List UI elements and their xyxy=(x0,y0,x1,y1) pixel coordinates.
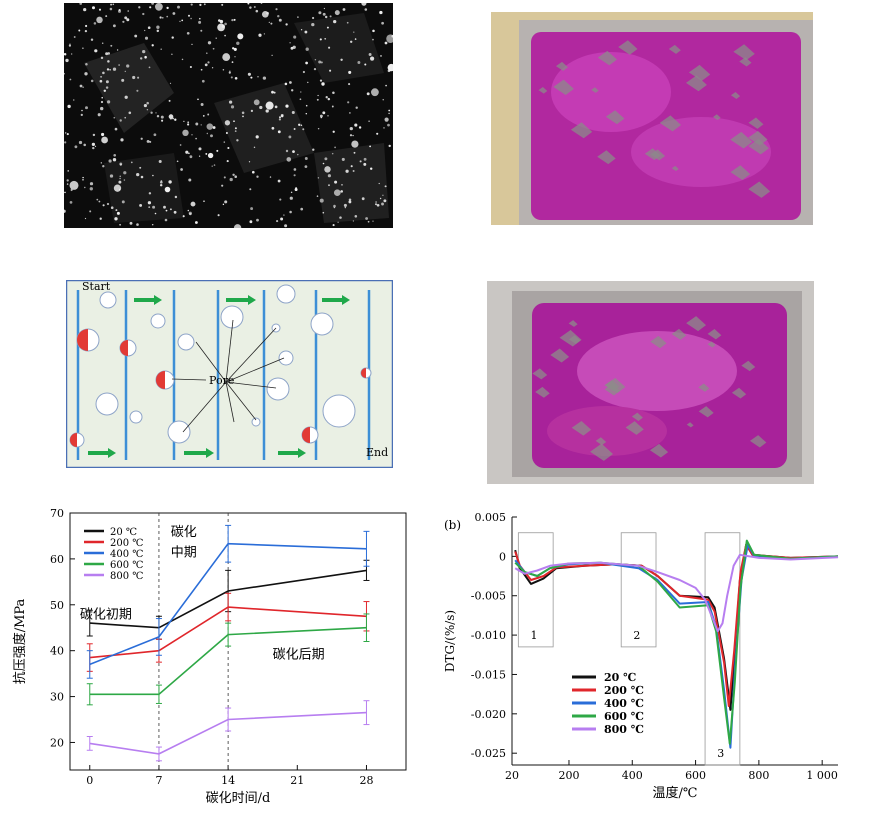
carbonated-pore-fill xyxy=(77,329,88,351)
y-tick-label: 0.005 xyxy=(475,511,507,524)
y-tick-label: 40 xyxy=(50,645,64,658)
carbonated-pore-fill xyxy=(70,433,77,447)
phenolphthalein-photo-bottom xyxy=(487,281,814,484)
stage-annotation: 碳化初期 xyxy=(80,608,132,623)
phenolphthalein-photo-top xyxy=(491,12,813,225)
legend-label: 600 ℃ xyxy=(604,710,644,723)
x-tick-label: 400 xyxy=(622,769,643,782)
legend-label: 600 ℃ xyxy=(110,560,143,571)
pore-diagram-svg: Start End Pore xyxy=(66,280,393,468)
x-tick-label: 14 xyxy=(221,774,235,787)
pore-circle xyxy=(99,291,117,309)
pore-circle xyxy=(322,394,356,428)
y-tick-label: -0.020 xyxy=(471,708,506,721)
legend-label: 20 ℃ xyxy=(604,671,636,684)
series-line xyxy=(89,606,367,659)
plot-frame xyxy=(69,512,407,771)
series-line xyxy=(514,553,839,633)
pore-photo-dark xyxy=(64,3,393,228)
series-line xyxy=(89,626,367,696)
x-tick-label: 28 xyxy=(359,774,373,787)
pore-circle xyxy=(167,420,191,444)
diagram-start-label: Start xyxy=(82,280,111,293)
x-tick-label: 21 xyxy=(290,774,304,787)
legend-label: 200 ℃ xyxy=(604,684,644,697)
x-tick-label: 1 000 xyxy=(806,769,838,782)
y-tick-label: 20 xyxy=(50,736,64,749)
pore-circle xyxy=(310,312,334,336)
diagram-pore-label: Pore xyxy=(209,374,234,387)
pore-photo-dark-svg xyxy=(64,3,393,228)
strength-chart: 0 7 14 21 28 20 30 40 50 60 70 20 ℃ 200 ℃ 400 ℃ 600 ℃ 8… xyxy=(8,505,418,810)
carbonated-pore-fill xyxy=(361,368,366,378)
region-box xyxy=(620,532,657,648)
pore-circle xyxy=(129,410,143,424)
x-tick-label: 7 xyxy=(155,774,162,787)
y-tick-label: 50 xyxy=(50,599,64,612)
region-box xyxy=(704,532,741,766)
y-tick-label: 60 xyxy=(50,553,64,566)
legend-label: 800 ℃ xyxy=(110,571,143,582)
y-axis-label: DTG/(%/s) xyxy=(443,610,457,672)
region-label: 3 xyxy=(717,747,724,760)
diagram-end-label: End xyxy=(366,446,388,459)
region-label: 1 xyxy=(530,629,537,642)
stage-annotation: 中期 xyxy=(171,546,197,561)
series-line xyxy=(514,543,839,749)
dtg-chart-svg: 20 200 400 600 800 1 000 0.005 0 -0.005 -0.010 -0.… xyxy=(443,511,839,801)
y-tick-label: -0.025 xyxy=(471,747,506,760)
y-tick-label: -0.005 xyxy=(471,590,506,603)
region-box xyxy=(517,532,554,648)
pore-circle xyxy=(220,305,244,329)
pore-circle xyxy=(95,392,119,416)
stage-annotation: 碳化 xyxy=(171,525,197,540)
x-axis-label: 温度/℃ xyxy=(653,785,698,801)
dtg-chart: 20 200 400 600 800 1 000 0.005 0 -0.005 -0.010 -0.… xyxy=(430,505,860,810)
series-line xyxy=(514,543,839,707)
y-axis-label: 抗压强度/MPa xyxy=(12,598,28,684)
y-tick-label: -0.010 xyxy=(471,629,506,642)
phenolphthalein-photo-top-svg xyxy=(491,12,813,225)
x-tick-label: 800 xyxy=(748,769,769,782)
y-tick-label: 0 xyxy=(499,550,506,563)
carbonated-pore-fill xyxy=(302,427,310,443)
pore-circle xyxy=(251,417,261,427)
pore-circle xyxy=(150,313,166,329)
pore-circle xyxy=(278,350,294,366)
pore-circle xyxy=(177,333,195,351)
legend-label: 400 ℃ xyxy=(110,549,143,560)
series-line xyxy=(89,542,367,666)
legend-label: 400 ℃ xyxy=(604,697,644,710)
region-label: 2 xyxy=(633,629,640,642)
x-tick-label: 200 xyxy=(558,769,579,782)
y-tick-label: 70 xyxy=(50,507,64,520)
series-line xyxy=(514,539,839,745)
pore-diagram: Start End Pore xyxy=(66,280,393,468)
y-tick-label: -0.015 xyxy=(471,668,506,681)
carbonated-pore-fill xyxy=(156,371,165,389)
series-line xyxy=(89,711,367,755)
pore-circle xyxy=(276,284,296,304)
series-line xyxy=(514,543,839,711)
phenolphthalein-photo-bottom-svg xyxy=(487,281,814,484)
legend-label: 200 ℃ xyxy=(110,538,143,549)
pore-circle xyxy=(266,377,290,401)
carbonated-pore-fill xyxy=(120,340,128,356)
stage-annotation: 碳化后期 xyxy=(273,647,325,662)
y-tick-label: 30 xyxy=(50,691,64,704)
panel-label: (b) xyxy=(444,518,461,532)
x-tick-label: 20 xyxy=(505,769,519,782)
x-tick-label: 600 xyxy=(685,769,706,782)
x-tick-label: 0 xyxy=(86,774,93,787)
series-line xyxy=(89,569,367,629)
x-axis-label: 碳化时间/d xyxy=(206,791,271,806)
legend-label: 800 ℃ xyxy=(604,723,644,736)
legend-label: 20 ℃ xyxy=(110,527,137,538)
